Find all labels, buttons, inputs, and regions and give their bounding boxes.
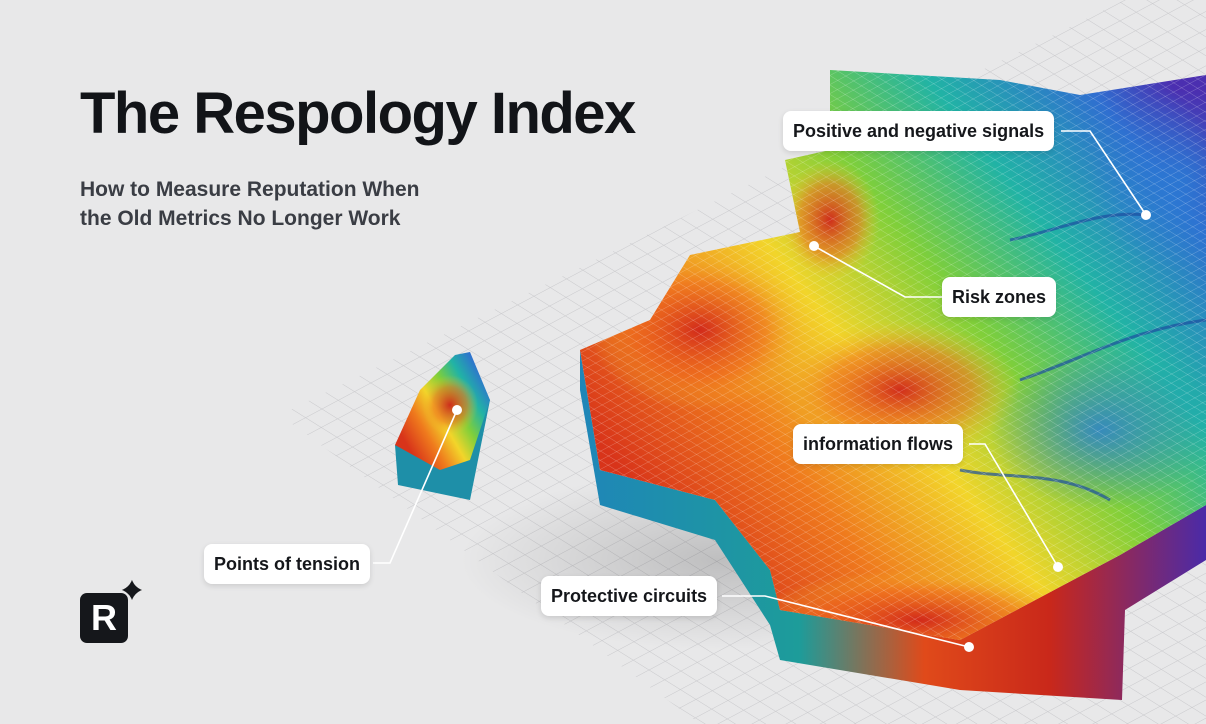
logo: R	[80, 593, 128, 643]
leader-lines	[373, 130, 1147, 648]
subtitle-line: the Old Metrics No Longer Work	[80, 207, 401, 230]
logo-sparkle	[115, 573, 149, 607]
callout: Risk zones	[942, 277, 1057, 317]
callout-dots	[452, 210, 1151, 652]
callout: Positive and negative signals	[783, 111, 1055, 151]
callout: Points of tension	[204, 544, 370, 584]
callout: information flows	[793, 424, 963, 464]
title: The Respology Index	[80, 81, 636, 146]
callout: Protective circuits	[541, 576, 718, 616]
island-peak	[422, 375, 478, 435]
map-side	[580, 350, 1206, 700]
subtitle-line: How to Measure Reputation When	[80, 178, 420, 201]
